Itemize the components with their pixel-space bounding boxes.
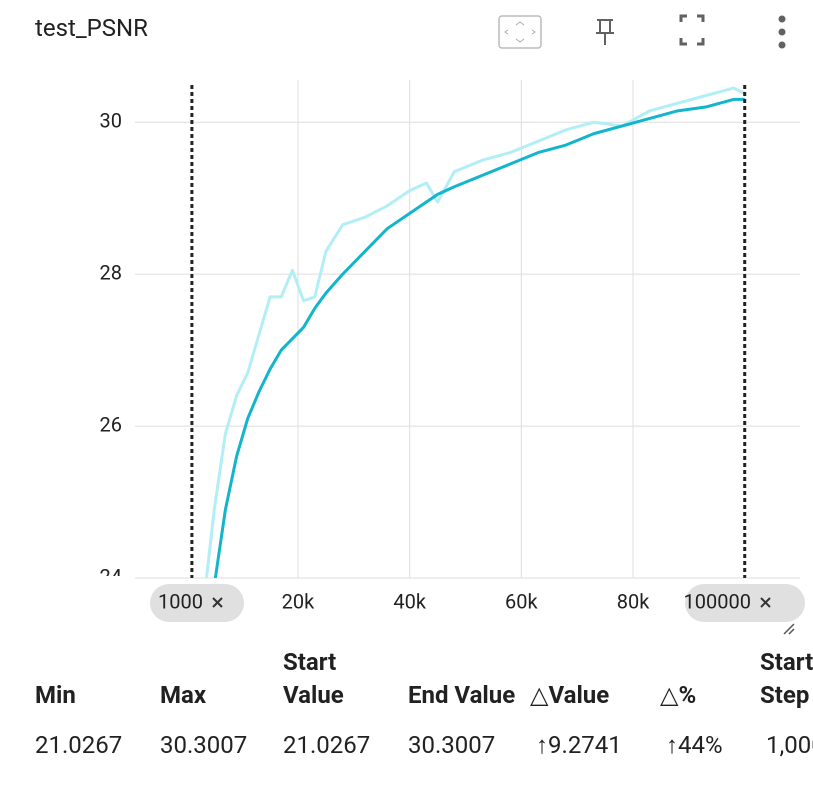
table-cell: 30.3007: [408, 731, 496, 759]
table-header: Start Value: [283, 648, 344, 709]
y-tick-label: 26: [100, 412, 122, 436]
x-tick-label: 20k: [282, 589, 315, 613]
y-tick-label: 24: [100, 564, 122, 588]
table-header: Start Step: [760, 648, 813, 709]
chip-close-icon: [760, 597, 771, 608]
x-tick-label: 60k: [505, 589, 538, 613]
table-header: Min: [35, 681, 76, 709]
range-chip[interactable]: [150, 584, 244, 622]
table-cell: ↑44%: [666, 731, 723, 759]
y-tick-label: 30: [100, 109, 122, 133]
table-header: △%: [660, 681, 697, 709]
table-cell: 1,000: [766, 731, 813, 759]
toolbar-icons[interactable]: [498, 14, 786, 49]
x-tick-label: 80k: [617, 589, 650, 613]
table-cell: 21.0267: [283, 731, 371, 759]
table-header: End Value: [408, 681, 516, 709]
table-cell: 30.3007: [160, 731, 248, 759]
chip-close-icon: [212, 597, 223, 608]
table-cell: 21.0267: [35, 731, 123, 759]
range-chip[interactable]: [685, 584, 805, 622]
table-header: △Value: [530, 681, 610, 709]
table-cell: ↑9.2741: [536, 731, 622, 759]
range-chip-label: 100000: [684, 589, 751, 613]
series-line: [213, 97, 745, 578]
table-header: Max: [160, 681, 207, 709]
x-tick-label: 40k: [393, 589, 426, 613]
card-title: test_PSNR: [35, 14, 148, 42]
range-chip-label: 1000: [158, 589, 203, 613]
resize-handle[interactable]: [783, 623, 795, 635]
y-tick-label: 28: [100, 260, 122, 284]
